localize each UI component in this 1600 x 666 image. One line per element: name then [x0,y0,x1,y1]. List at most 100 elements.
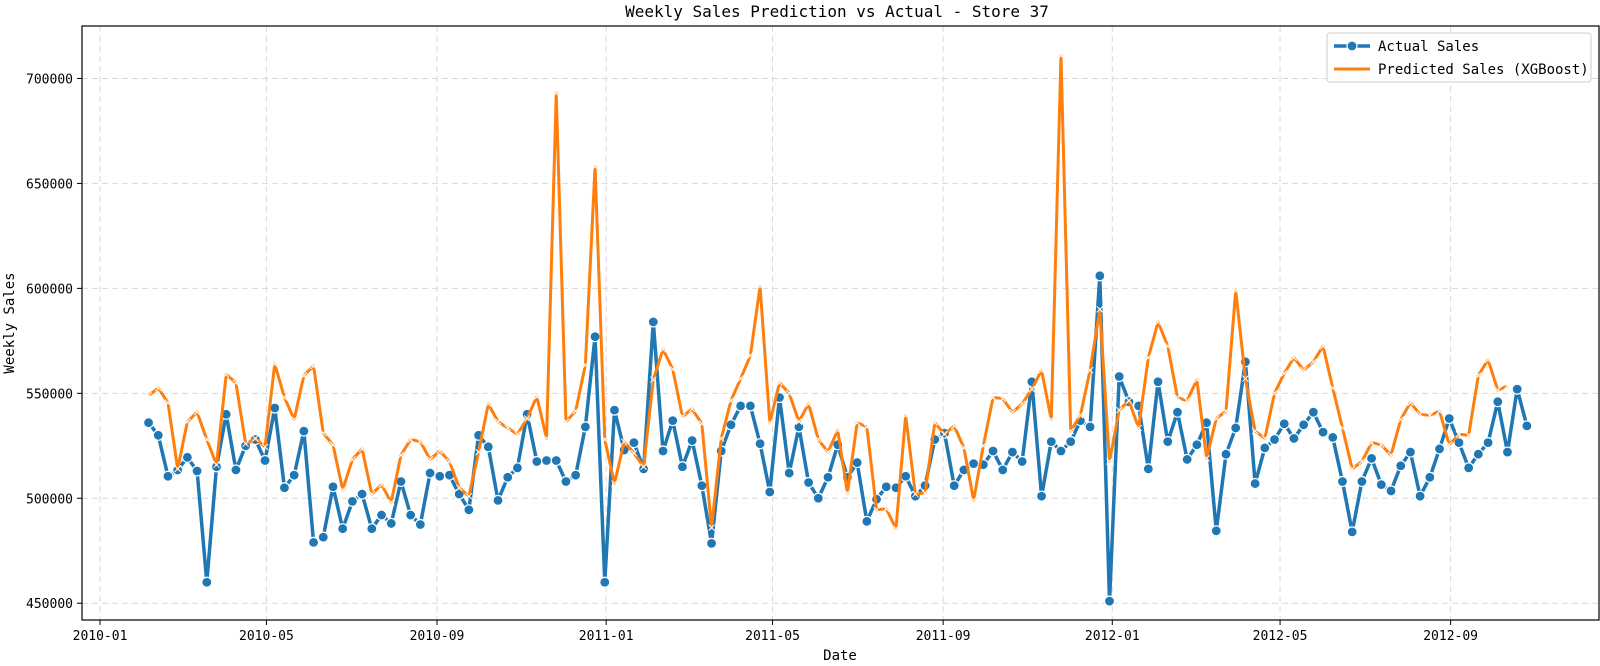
predicted-sales-point [174,465,182,473]
x-tick-label: 2012-05 [1253,629,1308,644]
actual-sales-point [1375,479,1387,491]
chart-title: Weekly Sales Prediction vs Actual - Stor… [625,2,1049,21]
actual-sales-point [1055,445,1067,457]
predicted-sales-point [679,413,686,420]
y-axis-label: Weekly Sales [2,272,18,373]
predicted-sales-point [795,418,803,426]
predicted-sales-point [1057,52,1065,59]
predicted-sales-point [999,395,1007,402]
actual-sales-point [1307,406,1319,418]
actual-sales-point [327,481,339,493]
legend-actual-marker [1346,40,1358,52]
actual-sales-point [375,509,388,521]
predicted-sales-point [834,426,842,434]
predicted-sales-point [1018,400,1026,408]
actual-sales-point [434,470,446,482]
actual-sales-point [181,451,193,463]
predicted-sales-point [193,408,201,416]
predicted-sales-point [979,442,987,450]
actual-sales-point [142,417,155,429]
predicted-sales-point [407,436,414,443]
predicted-sales-point [1475,372,1482,379]
legend-actual-label: Actual Sales [1378,39,1479,55]
predicted-sales-point [349,456,356,463]
x-tick-label: 2011-09 [916,629,971,644]
actual-sales-point [705,537,718,549]
predicted-sales-point [1358,458,1366,465]
predicted-sales-point [1484,356,1492,364]
predicted-sales-point [1445,441,1453,449]
actual-sales-point [1268,433,1281,446]
actual-sales-point [822,471,834,483]
predicted-sales-point [1426,411,1434,419]
predicted-sales-point [844,489,851,497]
predicted-sales-point [397,451,405,459]
predicted-sales-point [1154,318,1162,326]
plot-frame [81,25,1600,621]
predicted-sales-point [873,506,880,514]
predicted-sales-point [824,448,832,456]
predicted-sales-point [1387,451,1395,459]
predicted-sales-point [1115,406,1123,414]
predicted-sales-point [494,418,502,426]
x-tick-label: 2012-09 [1423,629,1478,644]
actual-sales-point [1385,485,1397,497]
actual-sales-point [414,518,426,531]
predicted-sales-point [533,393,541,400]
actual-sales-point [346,495,358,508]
predicted-sales-point [368,490,376,498]
actual-sales-point [1191,439,1203,451]
predicted-sales-point [572,407,580,415]
predicted-sales-point [222,371,230,378]
predicted-sales-point [950,422,958,430]
predicted-sales-point [669,365,677,373]
predicted-sales-point [310,362,317,370]
predicted-sales-point [912,490,919,498]
predicted-sales-point [1397,416,1405,423]
predicted-sales-point [1144,354,1152,361]
predicted-sales-point [203,436,211,443]
actual-sales-point [1142,463,1154,475]
predicted-sales-line [147,53,1509,531]
actual-sales-point [278,482,291,494]
predicted-sales-point [475,448,482,456]
predicted-sales-point [1368,439,1375,446]
actual-sales-point [1181,453,1193,466]
predicted-sales-point [1329,384,1337,392]
actual-sales-point [783,467,795,479]
predicted-sales-point [591,163,599,170]
actual-sales-point [317,531,329,543]
actual-sales-point [366,523,378,535]
actual-sales-point [405,509,417,521]
predicted-sales-point [698,420,706,428]
predicted-sales-point [640,463,647,471]
actual-sales-point [628,437,640,449]
predicted-sales-point [1077,411,1084,419]
actual-sales-point [162,470,174,482]
predicted-sales-point [814,436,822,443]
predicted-sales-point [339,486,347,494]
actual-sales-point [1152,376,1164,388]
predicted-sales-point [154,384,162,392]
actual-sales-point [540,454,553,467]
predicted-sales-point [465,492,473,500]
predicted-sales-point [1164,342,1172,350]
predicted-sales-point [1455,430,1463,438]
actual-sales-point [1336,475,1349,488]
predicted-sales-point [1174,394,1181,401]
predicted-sales-point [251,435,259,442]
predicted-sales-point [601,436,609,443]
predicted-sales-point [805,400,812,408]
predicted-sales-point [1465,431,1473,439]
predicted-sales-point [1028,385,1036,393]
predicted-sales-point [1407,399,1414,407]
predicted-sales-point [708,524,715,532]
predicted-sales-point [892,525,900,533]
actual-sales-point [735,400,747,412]
actual-sales-point [987,445,999,457]
actual-sales-point [764,486,776,498]
predicted-sales-point [902,411,910,419]
actual-sales-point [570,469,582,481]
predicted-sales-point [543,435,550,442]
actual-sales-point [356,488,368,500]
